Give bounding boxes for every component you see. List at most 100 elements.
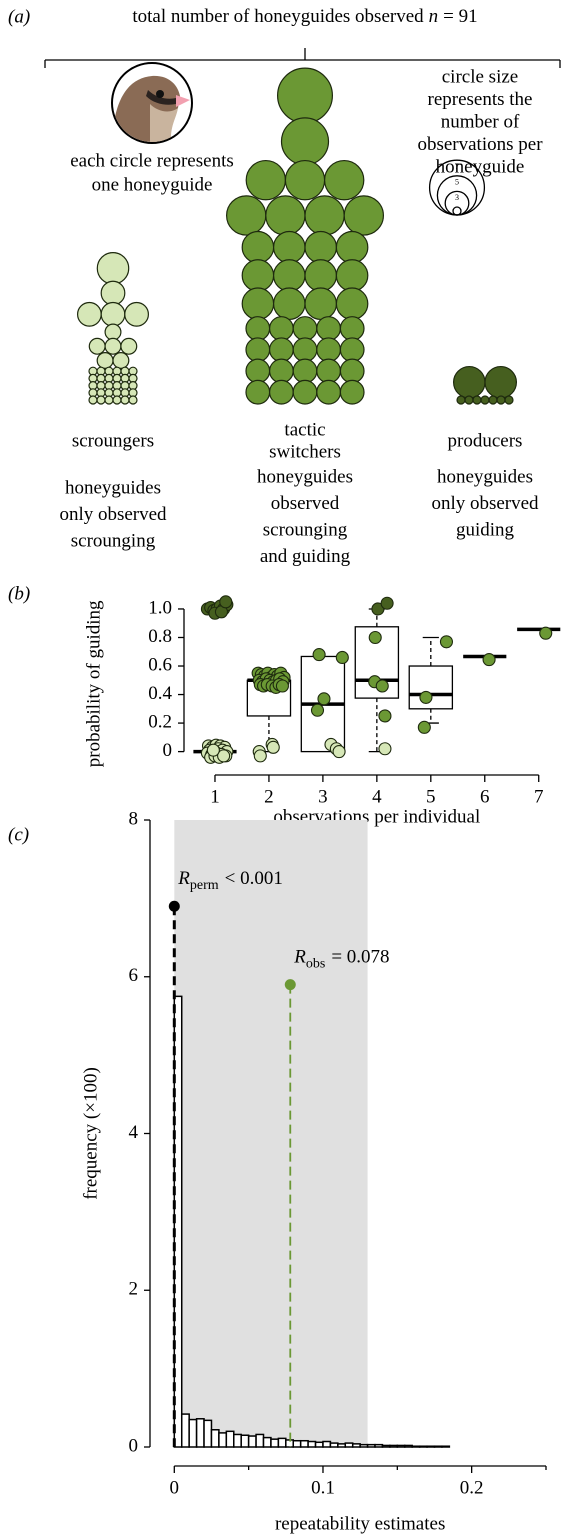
honeyguide-circle (88, 395, 98, 405)
honeyguide-circle (269, 337, 294, 363)
size-key-text: observations per (417, 134, 543, 155)
honeyguide-circle (225, 195, 267, 236)
y-tick-label: 1.0 (148, 597, 172, 618)
x-tick-label: 2 (264, 786, 274, 807)
group-description: guiding (456, 519, 515, 540)
bird-beak (176, 95, 190, 107)
histogram-bar (247, 1435, 257, 1448)
honeyguide-circle (104, 323, 122, 341)
point (275, 679, 289, 693)
honeyguide-circle (241, 287, 275, 321)
histogram-bar (322, 1440, 332, 1448)
histogram-bar (396, 1444, 406, 1448)
honeyguide-circle (339, 316, 365, 341)
honeyguide-circle (452, 365, 486, 399)
histogram-bar (277, 1437, 287, 1448)
size-key-text: represents the (428, 89, 533, 110)
honeyguide-circle (280, 117, 330, 166)
histogram-bar (299, 1439, 309, 1448)
histogram-bar (344, 1442, 354, 1448)
histogram-bar (381, 1444, 391, 1448)
honeyguide-circle (292, 316, 318, 341)
honeyguide-circle (96, 351, 114, 369)
honeyguide-circle (316, 316, 342, 341)
honeyguide-circle (245, 316, 271, 341)
histogram-bar (233, 1433, 242, 1448)
honeyguide-circle (272, 287, 306, 321)
point (419, 690, 433, 704)
honeyguide-circle (335, 259, 369, 292)
histogram-bar (255, 1433, 265, 1448)
x-tick-label: 4 (372, 786, 382, 807)
histogram-bar (210, 1429, 220, 1448)
honeyguide-circle (484, 365, 517, 399)
group-description: honeyguides (437, 466, 533, 487)
x-tick-label: 1 (210, 786, 220, 807)
point (310, 703, 325, 717)
y-tick-label: 6 (129, 965, 139, 986)
y-tick-label: 8 (129, 808, 139, 829)
histogram-bar (359, 1443, 369, 1448)
point (253, 749, 267, 763)
y-axis-label: probability of guiding (83, 600, 104, 767)
honeyguide-circle (100, 301, 126, 327)
histogram-bar (225, 1430, 235, 1448)
honeyguide-circle (272, 259, 306, 292)
x-tick-label: 6 (480, 786, 490, 807)
point (380, 596, 394, 610)
honeyguide-circle (272, 230, 306, 264)
legend-label: 3 (455, 193, 459, 202)
point (312, 648, 326, 662)
histogram-bar (218, 1432, 228, 1448)
annotation-value: < 0.001 (225, 869, 283, 890)
histogram-bar (433, 1445, 443, 1448)
honeyguide-circle (112, 351, 130, 369)
annotation-point (284, 979, 296, 991)
x-tick-label: 0.2 (460, 1477, 484, 1498)
honeyguide-circle (76, 301, 102, 327)
honeyguide-circle (120, 337, 138, 355)
honeyguide-circle (245, 379, 271, 405)
histogram-bar (240, 1434, 250, 1448)
group-description: observed (271, 493, 340, 514)
point (439, 635, 454, 649)
y-tick-label: 2 (129, 1279, 139, 1300)
legend-label: 5 (455, 178, 459, 187)
x-tick-label: 7 (534, 786, 544, 807)
honeyguide-circle (316, 379, 342, 405)
honeyguide-circle (112, 395, 122, 405)
histogram-bar (188, 1418, 198, 1448)
y-tick-label: 0.4 (148, 683, 172, 704)
honeyguide-circle (241, 259, 275, 292)
honeyguide-circle (104, 395, 114, 405)
honeyguide-circle (496, 395, 506, 405)
honeyguide-circle (292, 358, 318, 384)
title-n: n (429, 6, 439, 27)
y-tick-label: 0 (163, 740, 173, 761)
honeyguide-circle (324, 159, 365, 201)
annotation-subscript: obs (306, 957, 325, 972)
histogram-bar (337, 1443, 347, 1448)
honeyguide-circle (304, 230, 337, 264)
histogram-bar (426, 1445, 436, 1448)
honeyguide-circle (104, 337, 122, 355)
annotation-symbol: R (293, 947, 306, 968)
group-name: tactic (284, 419, 325, 440)
annotation-symbol: R (177, 869, 190, 890)
histogram-bar (292, 1439, 302, 1448)
legend-label: 7 (455, 162, 459, 171)
honeyguide-circle (245, 358, 271, 384)
honeyguide-circle (124, 301, 150, 327)
size-key-text: circle size (442, 66, 518, 87)
honeyguide-circle (339, 358, 365, 384)
honeyguide-circle (88, 337, 106, 355)
bird-mask (146, 90, 176, 105)
box (408, 665, 454, 710)
y-tick-label: 0.6 (148, 654, 172, 675)
size-key-text: number of (441, 111, 520, 132)
honeyguide-circle (504, 395, 514, 405)
honeyguide-circle (245, 159, 286, 201)
point (317, 692, 331, 706)
annotation-value: = 0.078 (331, 947, 389, 968)
